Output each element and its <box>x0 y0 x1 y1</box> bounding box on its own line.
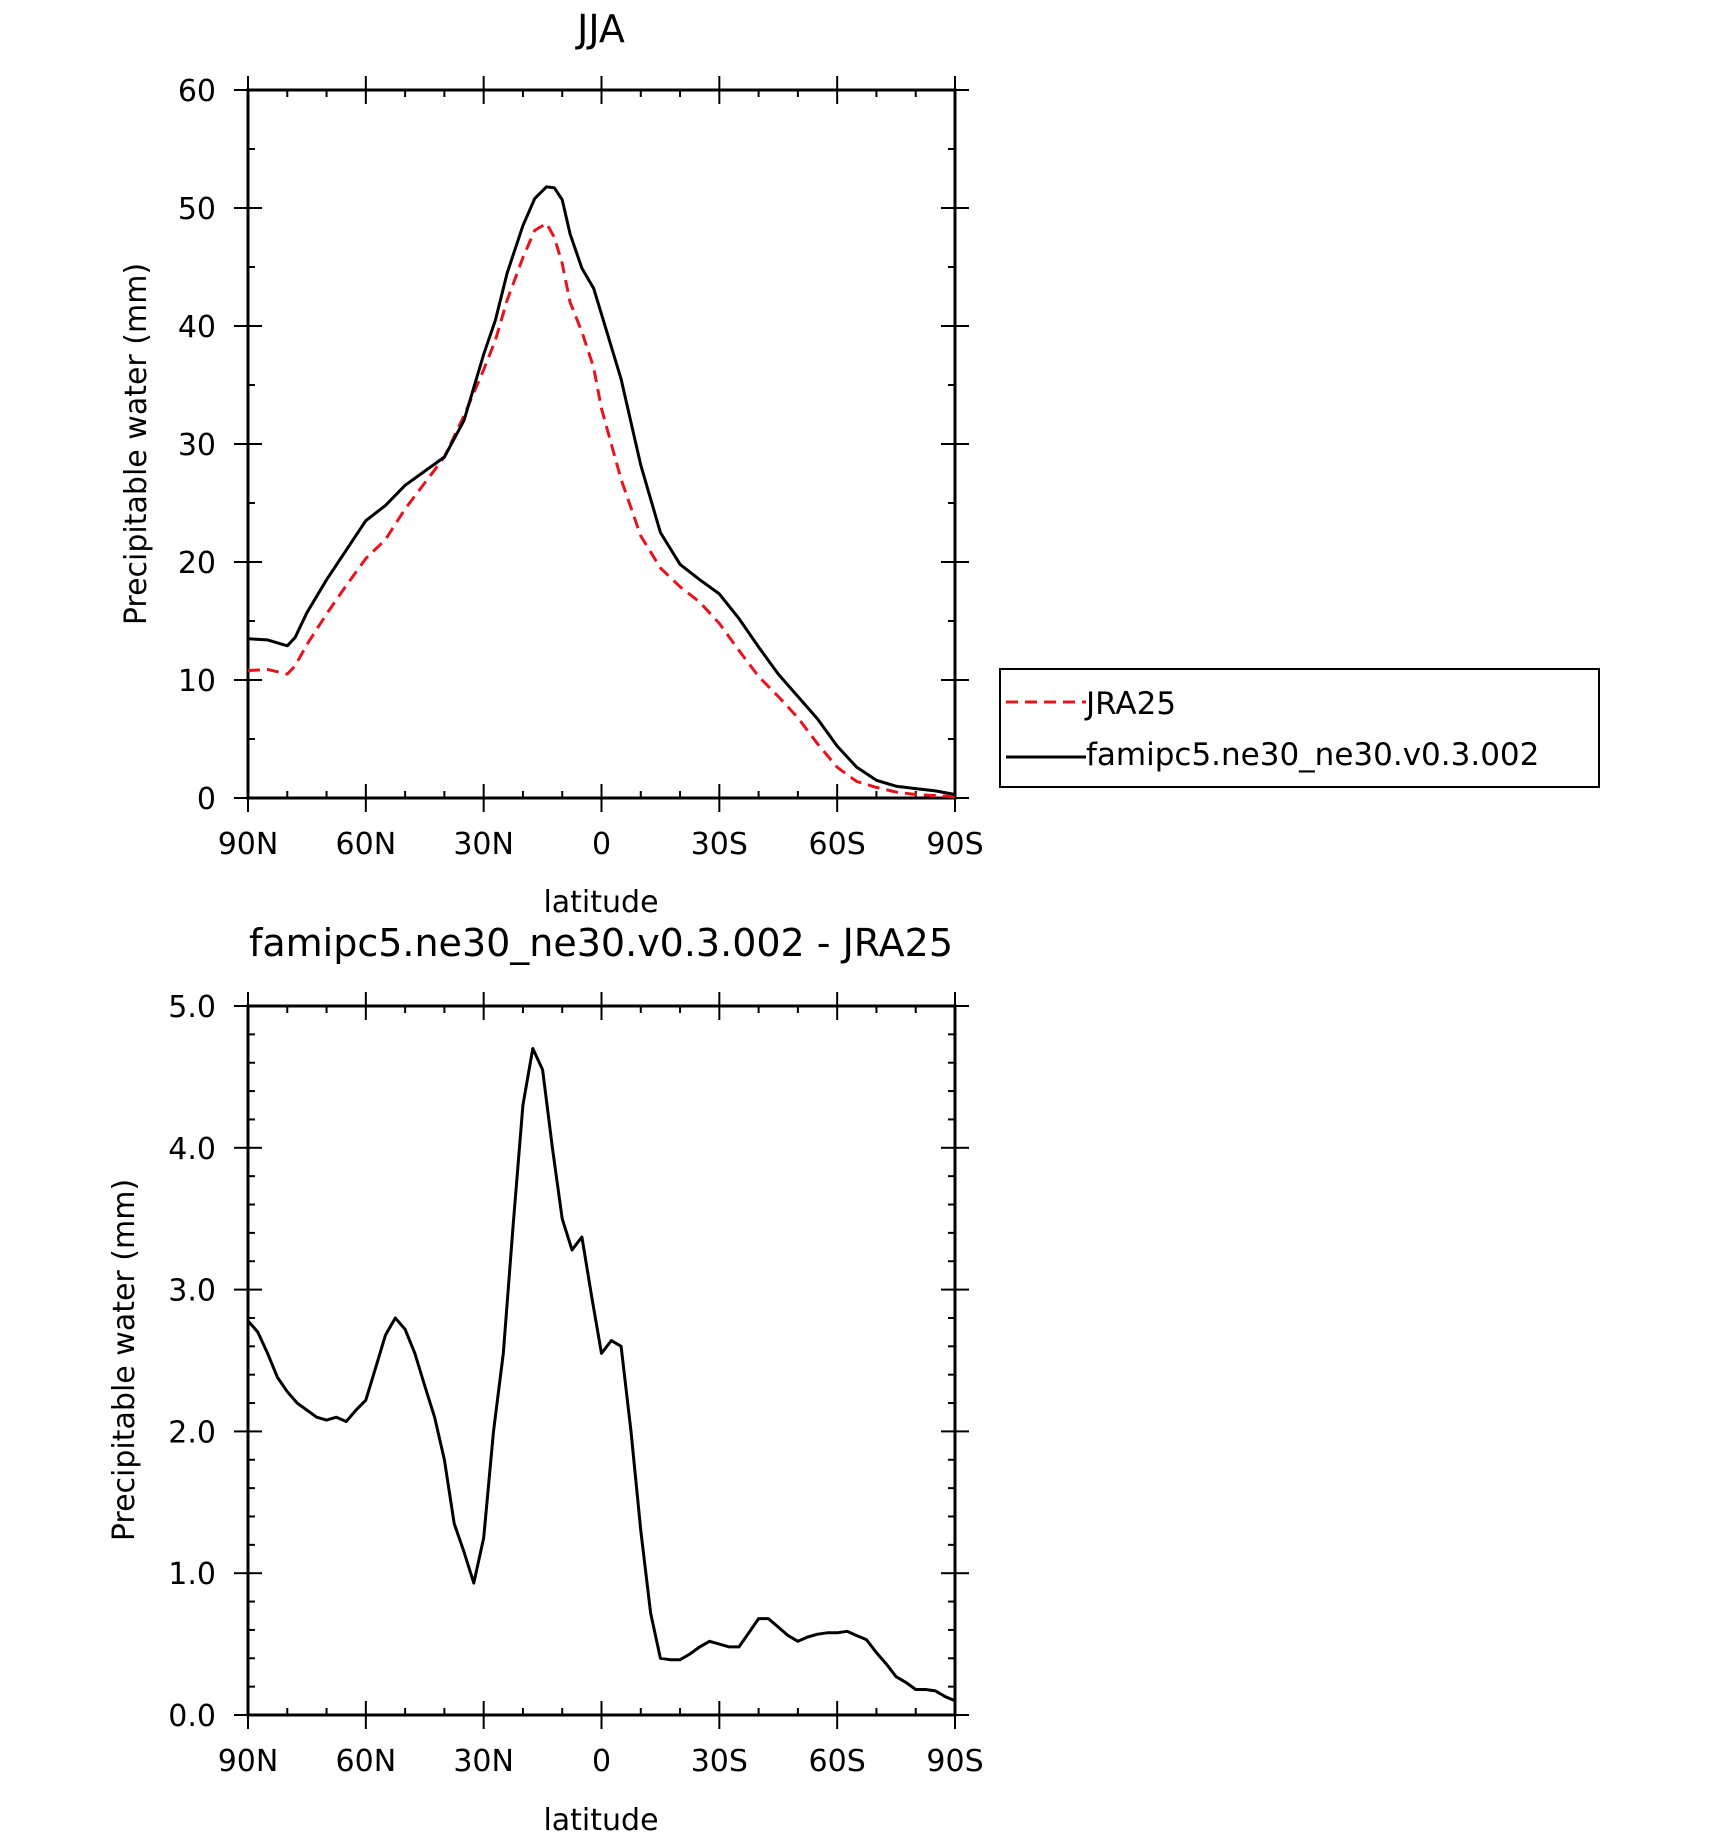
y-tick-label: 2.0 <box>168 1415 216 1450</box>
legend-label-jra25: JRA25 <box>1084 686 1176 722</box>
x-tick-label: 60N <box>336 827 397 862</box>
x-tick-label: 60N <box>336 1744 397 1779</box>
x-tick-label: 60S <box>809 1744 866 1779</box>
tick-marks <box>234 76 969 812</box>
series-line-famipc5-ne30-ne30-v0-3-002 <box>247 185 956 796</box>
y-tick-label: 10 <box>178 664 216 699</box>
legend-box <box>999 668 1600 788</box>
chart-panel-bottom: famipc5.ne30_ne30.v0.3.002 - JRA25 90N 60… <box>107 921 984 1838</box>
x-axis-label: latitude <box>543 885 658 920</box>
y-tick-label: 50 <box>178 192 216 227</box>
y-tick-labels: 0.0 1.0 2.0 3.0 4.0 5.0 <box>168 990 216 1734</box>
y-tick-label: 5.0 <box>168 990 216 1025</box>
y-axis-label: Precipitable water (mm) <box>107 1179 142 1541</box>
x-tick-label: 30N <box>453 1744 514 1779</box>
y-tick-label: 0 <box>197 782 216 817</box>
tick-marks <box>234 992 969 1729</box>
series-line-difference <box>246 1047 956 1703</box>
series-lines <box>247 185 956 799</box>
legend-label-famipc5: famipc5.ne30_ne30.v0.3.002 <box>1086 737 1539 773</box>
legend: JRA25 famipc5.ne30_ne30.v0.3.002 <box>999 668 1600 788</box>
y-tick-labels: 0 10 20 30 40 50 60 <box>178 74 216 817</box>
x-tick-label: 30S <box>691 1744 748 1779</box>
x-tick-label: 30S <box>691 827 748 862</box>
y-tick-label: 30 <box>178 428 216 463</box>
y-tick-label: 3.0 <box>168 1274 216 1309</box>
x-tick-label: 60S <box>809 827 866 862</box>
y-axis-label: Precipitable water (mm) <box>119 263 154 625</box>
x-tick-label: 30N <box>453 827 514 862</box>
x-tick-label: 90S <box>926 827 983 862</box>
y-tick-label: 20 <box>178 546 216 581</box>
y-tick-label: 40 <box>178 310 216 345</box>
x-tick-label: 0 <box>592 827 611 862</box>
x-tick-label: 90N <box>218 827 279 862</box>
y-tick-label: 0.0 <box>168 1699 216 1734</box>
y-tick-label: 1.0 <box>168 1557 216 1592</box>
series-line-jra25 <box>247 221 956 799</box>
plot-frame <box>246 1004 957 1717</box>
plot-frame <box>246 88 957 800</box>
x-tick-label: 90S <box>926 1744 983 1779</box>
chart-panel-top: JJA 90N 60N 30N 0 30S 60S 90S 0 10 20 30 40 50 60 la… <box>119 7 1600 920</box>
x-tick-label: 90N <box>218 1744 279 1779</box>
y-tick-label: 4.0 <box>168 1132 216 1167</box>
series-lines <box>246 1047 956 1703</box>
x-tick-labels: 90N 60N 30N 0 30S 60S 90S <box>218 827 984 862</box>
chart-title: famipc5.ne30_ne30.v0.3.002 - JRA25 <box>249 921 953 965</box>
y-tick-label: 60 <box>178 74 216 109</box>
x-axis-label: latitude <box>543 1803 658 1838</box>
x-tick-label: 0 <box>592 1744 611 1779</box>
x-tick-labels: 90N 60N 30N 0 30S 60S 90S <box>218 1744 984 1779</box>
chart-title: JJA <box>575 7 625 51</box>
